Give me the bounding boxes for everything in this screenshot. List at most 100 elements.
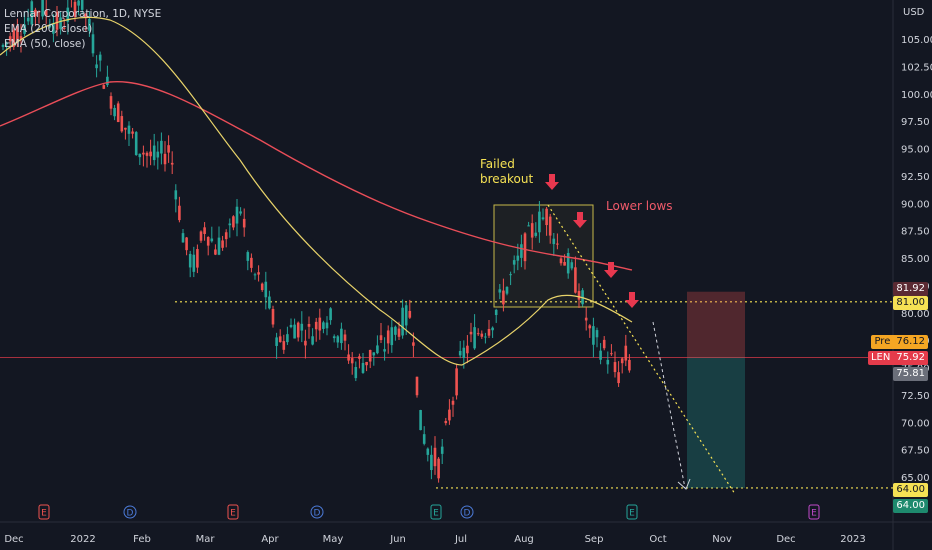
candle-body[interactable] [296,322,300,338]
candle-body[interactable] [217,237,221,255]
candle-body[interactable] [509,274,512,276]
candle-body[interactable] [12,30,16,47]
stop-loss-zone[interactable] [687,291,745,358]
candle-body[interactable] [174,190,178,200]
candle-body[interactable] [368,350,372,362]
candle-body[interactable] [469,331,473,335]
earnings-marker[interactable] [626,504,638,520]
candle-body[interactable] [26,17,30,22]
candle-body[interactable] [192,254,196,272]
candle-body[interactable] [311,336,314,345]
candle-body[interactable] [383,349,386,352]
candle-body[interactable] [221,240,224,248]
candle-body[interactable] [145,152,149,156]
candle-body[interactable] [80,0,84,10]
candle-body[interactable] [95,64,98,69]
ema200-line[interactable] [0,80,633,271]
candle-body[interactable] [149,151,152,157]
candle-body[interactable] [606,359,610,365]
candle-body[interactable] [617,372,620,384]
candle-body[interactable] [451,400,455,405]
candle-body[interactable] [199,231,203,241]
candle-body[interactable] [458,350,462,356]
candle-body[interactable] [300,323,304,331]
candle-body[interactable] [444,420,448,424]
candle-body[interactable] [228,223,232,226]
candle-body[interactable] [62,27,66,29]
candle-body[interactable] [340,328,343,344]
dividend-marker[interactable] [460,505,474,519]
candle-body[interactable] [530,223,534,238]
candle-body[interactable] [455,368,458,396]
candle-body[interactable] [268,296,271,309]
candle-body[interactable] [397,328,401,337]
candle-body[interactable] [354,367,358,379]
candle-body[interactable] [595,330,599,338]
candle-body[interactable] [318,317,322,331]
dividend-marker[interactable] [310,505,324,519]
candle-body[interactable] [577,290,581,300]
candle-body[interactable] [48,24,52,28]
candle-body[interactable] [559,258,563,264]
candle-body[interactable] [404,305,408,326]
candle-body[interactable] [127,125,131,134]
candle-body[interactable] [462,347,466,358]
candle-body[interactable] [516,255,520,261]
earnings-marker[interactable] [430,504,442,520]
candle-body[interactable] [55,11,59,30]
annotation-failed[interactable]: Failed [480,157,515,171]
candle-body[interactable] [307,324,311,327]
candle-body[interactable] [401,307,404,336]
candle-body[interactable] [440,446,444,454]
candle-body[interactable] [250,257,253,268]
candle-body[interactable] [613,362,617,373]
candle-body[interactable] [426,448,430,455]
candle-body[interactable] [242,218,246,228]
candle-body[interactable] [520,244,523,258]
candle-body[interactable] [545,208,548,226]
candle-body[interactable] [584,317,588,321]
candle-body[interactable] [98,54,102,61]
candle-body[interactable] [512,260,516,265]
candle-body[interactable] [433,447,437,467]
candle-body[interactable] [556,243,559,245]
candle-body[interactable] [293,324,296,339]
candle-body[interactable] [91,34,95,54]
candle-body[interactable] [602,339,606,349]
candle-body[interactable] [289,324,293,328]
candle-body[interactable] [390,327,394,346]
earnings-marker[interactable] [808,504,820,520]
dividend-marker[interactable] [123,505,137,519]
candle-body[interactable] [5,42,8,45]
candle-body[interactable] [552,238,556,245]
candle-body[interactable] [592,326,595,345]
candle-body[interactable] [376,345,379,354]
candle-body[interactable] [188,253,192,268]
candle-body[interactable] [347,354,350,361]
candle-body[interactable] [538,211,541,233]
earnings-marker[interactable] [227,504,239,520]
candle-body[interactable] [138,153,142,158]
ema200-legend[interactable]: EMA (200, close) [4,23,93,35]
down-arrow-marker[interactable] [625,292,639,308]
candle-body[interactable] [570,262,574,269]
candle-body[interactable] [466,345,469,354]
candle-body[interactable] [563,261,566,266]
candle-body[interactable] [163,153,167,165]
candle-body[interactable] [624,345,628,361]
candle-body[interactable] [332,336,336,339]
candle-body[interactable] [77,0,80,6]
candle-body[interactable] [599,350,602,360]
ema50-legend[interactable]: EMA (50, close) [4,38,86,50]
candle-body[interactable] [379,335,383,341]
candle-body[interactable] [282,341,286,350]
candle-body[interactable] [304,340,307,346]
earnings-marker[interactable] [38,504,50,520]
candle-body[interactable] [448,409,451,421]
candle-body[interactable] [152,145,156,161]
candle-body[interactable] [358,356,361,359]
candle-body[interactable] [239,211,242,214]
down-arrow-marker[interactable] [573,212,587,228]
candle-body[interactable] [113,107,116,117]
